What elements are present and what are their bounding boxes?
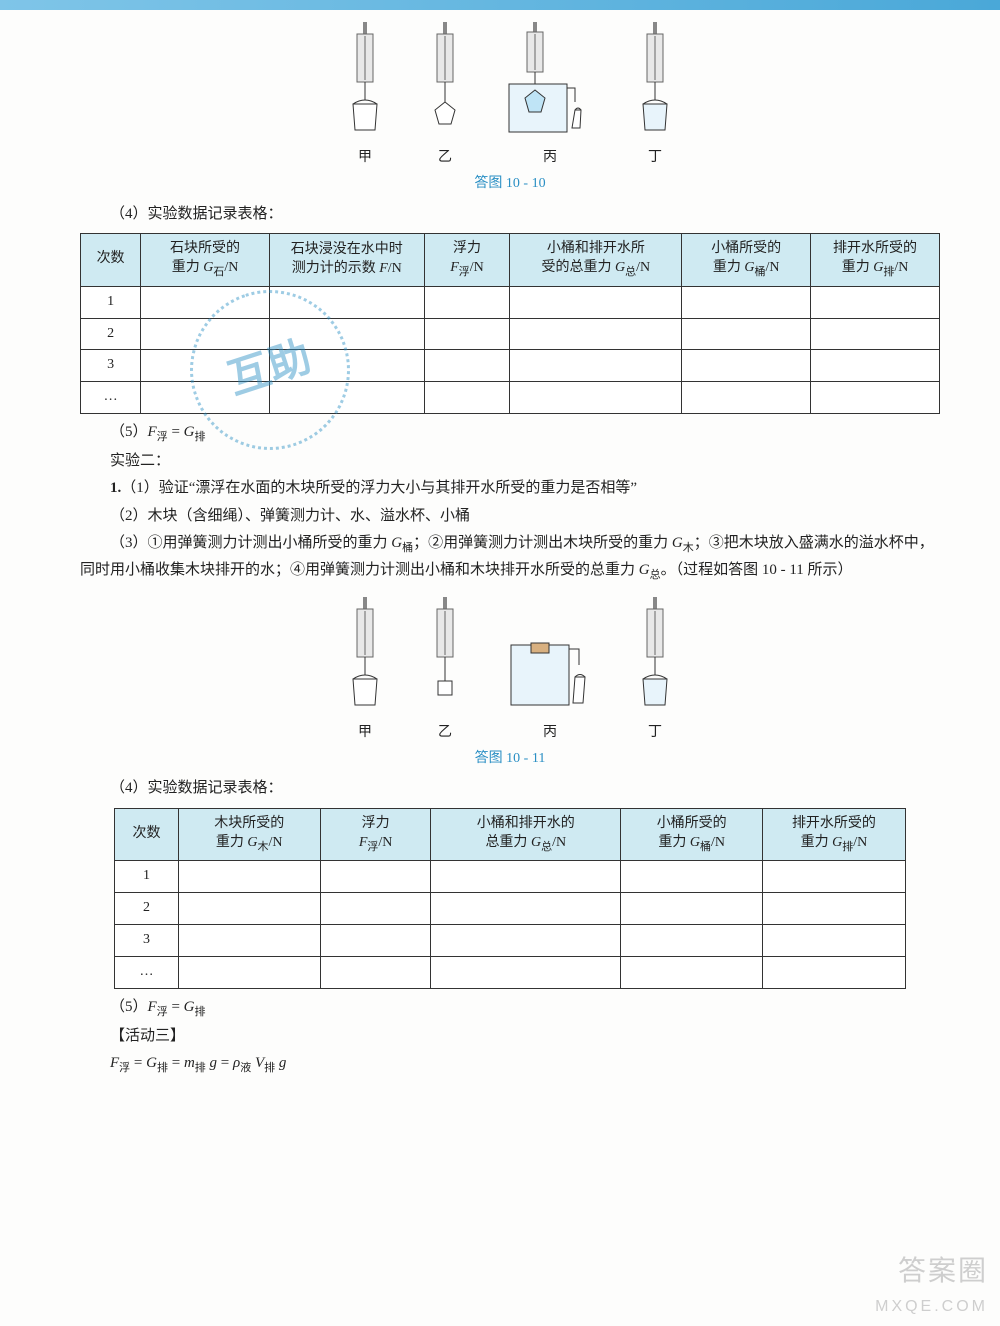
figure-10-10: 甲 乙 丙 <box>80 22 940 170</box>
t1-h2: 石块浸没在水中时测力计的示数 F/N <box>269 234 424 287</box>
fig2-item-d: 丁 <box>635 597 675 745</box>
figure-10-11: 甲 乙 丙 丁 <box>80 597 940 745</box>
spring-scale-pentagon-icon <box>425 22 465 142</box>
table2: 次数 木块所受的重力 G木/N 浮力F浮/N 小桶和排开水的总重力 G总/N 小… <box>114 808 905 989</box>
spring-scale-bucket-2-icon <box>635 22 675 142</box>
q1-1: 1.（1）验证“漂浮在水面的木块所受的浮力大小与其排开水所受的重力是否相等” <box>80 476 940 502</box>
fig1-item-c: 丙 <box>505 22 595 170</box>
overflow-beaker-icon <box>505 597 595 717</box>
q1-3: （3）①用弹簧测力计测出小桶所受的重力 G桶；②用弹簧测力计测出木块所受的重力 … <box>80 531 940 584</box>
table2-header-row: 次数 木块所受的重力 G木/N 浮力F浮/N 小桶和排开水的总重力 G总/N 小… <box>115 808 905 861</box>
t2-h1: 木块所受的重力 G木/N <box>178 808 320 861</box>
figure2-caption: 答图 10 - 11 <box>80 747 940 771</box>
table1: 次数 石块所受的重力 G石/N 石块浸没在水中时测力计的示数 F/N 浮力F浮/… <box>80 233 940 414</box>
fig2-label-d: 丁 <box>648 721 662 745</box>
fig1-label-d: 丁 <box>648 146 662 170</box>
figure1-caption: 答图 10 - 10 <box>80 172 940 196</box>
fig1-item-b: 乙 <box>425 22 465 170</box>
fig1-label-b: 乙 <box>438 146 452 170</box>
table-row: 3 <box>115 925 905 957</box>
t2-h5: 排开水所受的重力 G排/N <box>763 808 905 861</box>
spring-scale-bucket-2-icon <box>635 597 675 717</box>
t2-h3: 小桶和排开水的总重力 G总/N <box>431 808 621 861</box>
t1-h3: 浮力F浮/N <box>424 234 510 287</box>
t2-h2: 浮力F浮/N <box>320 808 431 861</box>
table-row: 1 <box>81 286 940 318</box>
activity3-formula: F浮 = G排 = m排 g = ρ液 V排 g <box>80 1051 940 1078</box>
q1-2: （2）木块（含细绳）、弹簧测力计、水、溢水杯、小桶 <box>80 504 940 530</box>
fig1-label-c: 丙 <box>543 146 557 170</box>
site-watermark: 答案圈MXQE.COM <box>875 1256 988 1318</box>
fig2-label-a: 甲 <box>358 721 372 745</box>
fig2-item-a: 甲 <box>345 597 385 745</box>
spring-scale-block-icon <box>425 597 465 717</box>
fig2-label-b: 乙 <box>438 721 452 745</box>
exp2-title: 实验二： <box>80 449 940 475</box>
t1-h5: 小桶所受的重力 G桶/N <box>682 234 811 287</box>
section5a: （5）F浮 = G排 <box>80 420 940 447</box>
table-row: 1 <box>115 861 905 893</box>
t1-h4: 小桶和排开水所受的总重力 G总/N <box>510 234 682 287</box>
table-row: 3 <box>81 350 940 382</box>
t1-h0: 次数 <box>81 234 141 287</box>
top-stripe <box>0 0 1000 10</box>
activity3-title: 【活动三】 <box>80 1024 940 1050</box>
fig2-item-c: 丙 <box>505 597 595 745</box>
fig2-label-c: 丙 <box>543 721 557 745</box>
fig1-label-a: 甲 <box>358 146 372 170</box>
section4b-label: （4）实验数据记录表格： <box>80 776 940 802</box>
section5b: （5）F浮 = G排 <box>80 995 940 1022</box>
spring-scale-bucket-icon <box>345 597 385 717</box>
spring-scale-bucket-icon <box>345 22 385 142</box>
spring-scale-beaker-icon <box>505 22 595 142</box>
fig1-item-d: 丁 <box>635 22 675 170</box>
table-row: 2 <box>81 318 940 350</box>
table-row: 2 <box>115 893 905 925</box>
fig1-item-a: 甲 <box>345 22 385 170</box>
table-row: … <box>115 957 905 989</box>
t1-h6: 排开水所受的重力 G排/N <box>811 234 940 287</box>
t2-h0: 次数 <box>115 808 178 861</box>
table-row: … <box>81 382 940 414</box>
fig2-item-b: 乙 <box>425 597 465 745</box>
t2-h4: 小桶所受的重力 G桶/N <box>621 808 763 861</box>
table1-header-row: 次数 石块所受的重力 G石/N 石块浸没在水中时测力计的示数 F/N 浮力F浮/… <box>81 234 940 287</box>
t1-h1: 石块所受的重力 G石/N <box>141 234 270 287</box>
section4-label: （4）实验数据记录表格： <box>80 202 940 228</box>
